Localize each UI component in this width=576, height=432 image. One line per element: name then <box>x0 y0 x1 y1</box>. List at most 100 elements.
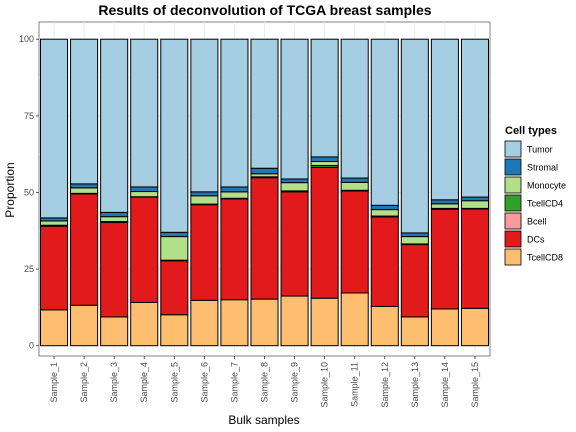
x-axis-title: Bulk samples <box>228 413 299 427</box>
bar-segment-stromal <box>190 191 219 197</box>
legend-key-tumor <box>504 140 522 158</box>
x-tick-label: Sample_2 <box>79 362 89 403</box>
bar-segment-monocyte <box>220 191 249 199</box>
bar-segment-monocyte <box>430 203 459 209</box>
bar-segment-tumor <box>100 38 129 213</box>
bar-segment-tcellcd8 <box>340 292 369 347</box>
bar-segment-tumor <box>310 38 339 158</box>
legend-key-tcellcd8 <box>504 248 522 266</box>
x-tick-label: Sample_8 <box>260 362 270 403</box>
bar-segment-tcellcd8 <box>220 299 249 347</box>
bar-segment-monocyte <box>190 195 219 205</box>
bar-segment-tcellcd8 <box>370 305 399 347</box>
bar-segment-monocyte <box>370 209 399 217</box>
x-tick-label: Sample_14 <box>440 362 450 408</box>
y-axis: 0 25 50 75 100 <box>19 34 39 351</box>
bar-segment-tcellcd8 <box>70 304 99 347</box>
bar-segment-dcs <box>340 190 369 294</box>
bar-segment-monocyte <box>100 216 129 223</box>
bar-segment-monocyte <box>160 236 189 261</box>
bar-segment-monocyte <box>130 191 159 198</box>
bar-segment-dcs <box>250 177 279 300</box>
x-tick-label: Sample_11 <box>350 362 360 407</box>
x-tick-label: Sample_5 <box>169 362 179 403</box>
x-tick-label: Sample_13 <box>410 362 420 408</box>
bar-segment-stromal <box>250 167 279 175</box>
bar-segment-dcs <box>130 196 159 303</box>
bar-segment-tcellcd8 <box>400 316 429 347</box>
legend-key-stromal <box>504 158 522 176</box>
legend-key-dcs <box>504 230 522 248</box>
bar-segment-dcs <box>430 208 459 310</box>
x-tick-label: Sample_12 <box>380 362 390 408</box>
bar-segment-tumor <box>70 38 99 185</box>
x-tick-label: Sample_6 <box>199 362 209 403</box>
bar-segment-stromal <box>460 196 489 202</box>
x-tick-label: Sample_4 <box>139 362 149 403</box>
bar-segment-tcellcd8 <box>40 309 69 347</box>
legend-key-monocyte <box>504 176 522 194</box>
bar-segment-dcs <box>460 208 489 309</box>
bar-segment-stromal <box>310 156 339 162</box>
bar-segment-tumor <box>430 38 459 201</box>
bar-segment-dcs <box>280 191 309 297</box>
bar-segment-monocyte <box>310 160 339 166</box>
bar-segment-tcellcd8 <box>310 297 339 347</box>
chart-title: Results of deconvolution of TCGA breast … <box>98 2 431 18</box>
bar-segment-tumor <box>250 38 279 169</box>
bar-segment-tumor <box>130 38 159 188</box>
bar-segment-tcellcd8 <box>460 307 489 347</box>
bar-segment-monocyte <box>70 187 99 194</box>
bar-segment-dcs <box>40 225 69 311</box>
y-axis-title: Proportion <box>3 162 17 217</box>
bar-segment-dcs <box>370 216 399 307</box>
bar-segment-dcs <box>400 244 429 318</box>
bar-segment-monocyte <box>460 200 489 209</box>
bar-segment-stromal <box>280 178 309 184</box>
legend-label: TcellCD4 <box>527 199 563 209</box>
bar-segment-stromal <box>370 204 399 211</box>
bar-segment-stromal <box>340 177 369 183</box>
bar-segment-tcellcd8 <box>100 316 129 347</box>
bar-segment-stromal <box>160 231 189 238</box>
x-tick-label: Sample_10 <box>320 362 330 408</box>
bar-segment-tcellcd8 <box>280 295 309 347</box>
bar-segment-dcs <box>190 204 219 301</box>
bar-segment-tumor <box>370 38 399 206</box>
x-tick-label: Sample_1 <box>49 362 59 403</box>
bar-segment-monocyte <box>40 220 69 226</box>
bar-segment-tumor <box>460 38 489 198</box>
bar-segment-tcellcd8 <box>130 301 159 347</box>
bar-segment-stromal <box>100 211 129 218</box>
bar-segment-monocyte <box>280 182 309 192</box>
bar-segment-tumor <box>160 38 189 233</box>
y-tick-label: 75 <box>24 111 34 121</box>
bar-segment-stromal <box>400 232 429 238</box>
y-tick-label: 100 <box>19 34 34 44</box>
legend-label: Stromal <box>527 163 558 173</box>
bars-group <box>40 38 489 347</box>
y-tick-label: 25 <box>24 264 34 274</box>
bar-segment-stromal <box>130 186 159 193</box>
bar-segment-dcs <box>310 166 339 299</box>
x-tick-label: Sample_15 <box>470 362 480 408</box>
legend-label: Tumor <box>527 145 553 155</box>
legend-title: Cell types <box>505 125 557 137</box>
bar-segment-dcs <box>160 260 189 316</box>
x-tick-label: Sample_7 <box>229 362 239 403</box>
y-tick-label: 50 <box>24 187 34 197</box>
bar-segment-tumor <box>190 38 219 193</box>
bar-segment-tumor <box>400 38 429 234</box>
bar-segment-tumor <box>340 38 369 179</box>
legend-key-tcellcd4 <box>504 194 522 212</box>
legend-key-bcell <box>504 212 522 230</box>
bar-segment-monocyte <box>400 236 429 245</box>
bar-segment-tcellcd8 <box>430 308 459 347</box>
bar-segment-dcs <box>220 198 249 301</box>
bar-segment-tumor <box>220 38 249 188</box>
bar-segment-tumor <box>40 38 69 219</box>
bar-segment-dcs <box>100 221 129 318</box>
legend-label: Monocyte <box>527 181 566 191</box>
bar-segment-stromal <box>220 186 249 193</box>
legend-label: DCs <box>527 235 545 245</box>
